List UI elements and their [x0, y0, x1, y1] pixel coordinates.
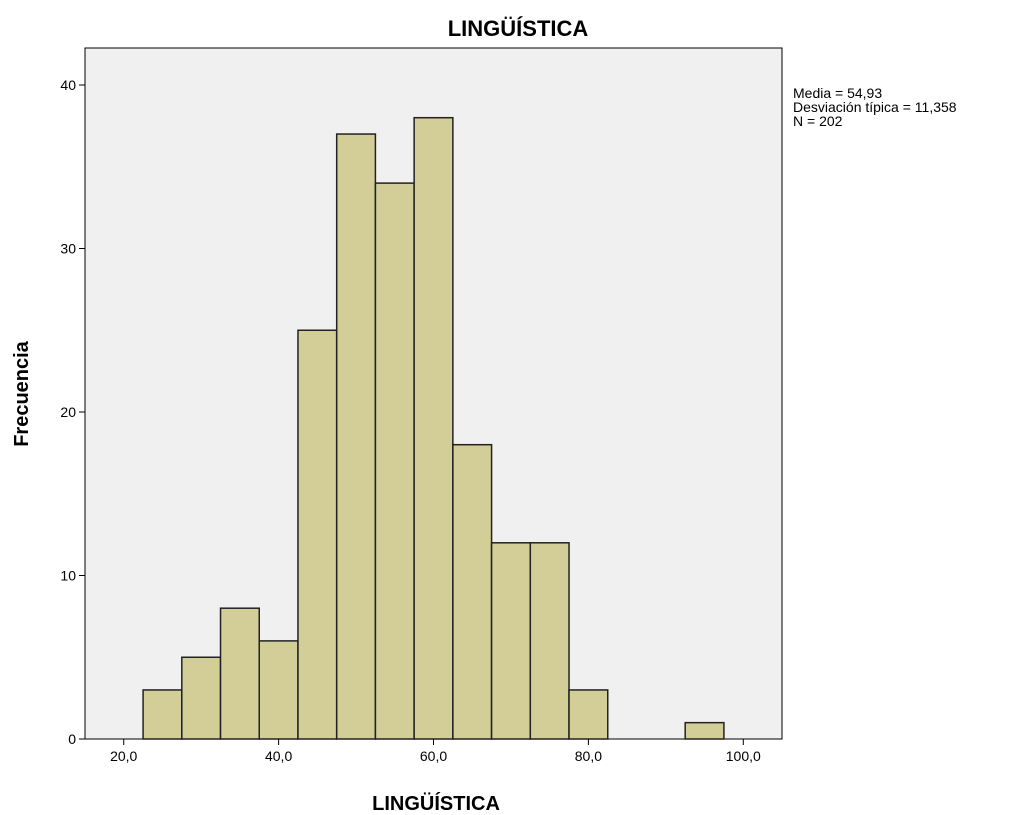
x-axis: 20,0 40,0 60,0 80,0 100,0 [110, 739, 761, 764]
bars-group [142, 116, 725, 740]
histogram-bar [490, 542, 532, 740]
x-tick-label: 60,0 [420, 748, 447, 764]
histogram-bar [181, 656, 222, 740]
y-axis: 0 10 20 30 40 [60, 77, 85, 747]
histogram-bar [568, 689, 609, 740]
y-axis-label: Frecuencia [11, 340, 33, 446]
stat-media: Media = 54,93 [793, 85, 883, 101]
histogram-bar [529, 542, 570, 740]
y-tick-label: 40 [60, 77, 76, 93]
histogram-bar [413, 116, 454, 740]
histogram-bar [374, 182, 415, 740]
histogram-bar [142, 689, 183, 740]
y-tick-label: 0 [68, 731, 76, 747]
histogram-bar [684, 721, 725, 740]
x-tick-label: 20,0 [110, 748, 137, 764]
stat-desviacion: Desviación típica = 11,358 [793, 99, 957, 115]
x-tick-label: 40,0 [265, 748, 292, 764]
histogram-bar [452, 443, 493, 740]
histogram-bar [297, 329, 338, 740]
y-tick-label: 30 [60, 241, 76, 257]
histogram-bar [258, 640, 299, 740]
histogram-bar [219, 607, 260, 740]
stat-n: N = 202 [793, 113, 843, 129]
stats-box: Media = 54,93 Desviación típica = 11,358… [793, 86, 957, 128]
x-axis-label: LINGÜÍSTICA [372, 792, 500, 815]
x-tick-label: 80,0 [575, 748, 602, 764]
y-tick-label: 20 [60, 404, 76, 420]
chart-title: LINGÜÍSTICA [448, 16, 589, 41]
y-tick-label: 10 [60, 568, 76, 584]
x-tick-label: 100,0 [726, 748, 761, 764]
histogram-bar [335, 133, 377, 740]
